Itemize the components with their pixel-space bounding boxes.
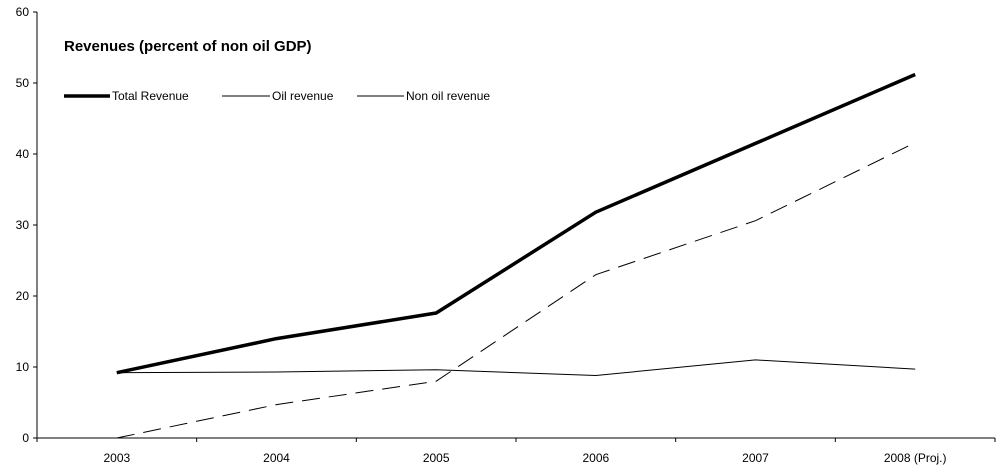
y-tick-label: 10	[16, 360, 30, 374]
series-line-oil-revenue	[116, 142, 916, 439]
legend: Total Revenue Oil revenue Non oil revenue	[64, 89, 490, 103]
y-tick-label: 30	[16, 218, 30, 232]
series-lines	[116, 72, 916, 439]
y-tick-label: 50	[16, 76, 30, 90]
x-tick-label: 2005	[423, 451, 450, 465]
x-tick-label: 2008 (Proj.)	[884, 451, 947, 465]
x-tick-label: 2003	[103, 451, 130, 465]
axes: 0 10 20 30 40 50 60 2003 2004 2005 2006 2007 2008 (P…	[16, 5, 996, 465]
y-tick-label: 0	[22, 431, 29, 445]
chart-title: Revenues (percent of non oil GDP)	[64, 38, 312, 55]
legend-label-oil-revenue: Oil revenue	[272, 89, 334, 103]
series-line-total-revenue	[116, 72, 916, 375]
legend-label-non-oil-revenue: Non oil revenue	[406, 89, 490, 103]
y-tick-label: 20	[16, 289, 30, 303]
y-tick-label: 60	[16, 5, 30, 19]
x-tick-label: 2006	[582, 451, 609, 465]
x-tick-label: 2004	[263, 451, 290, 465]
x-tick-label: 2007	[742, 451, 769, 465]
y-tick-label: 40	[16, 147, 30, 161]
legend-label-total-revenue: Total Revenue	[112, 89, 189, 103]
series-line-non-oil-revenue	[116, 359, 916, 376]
